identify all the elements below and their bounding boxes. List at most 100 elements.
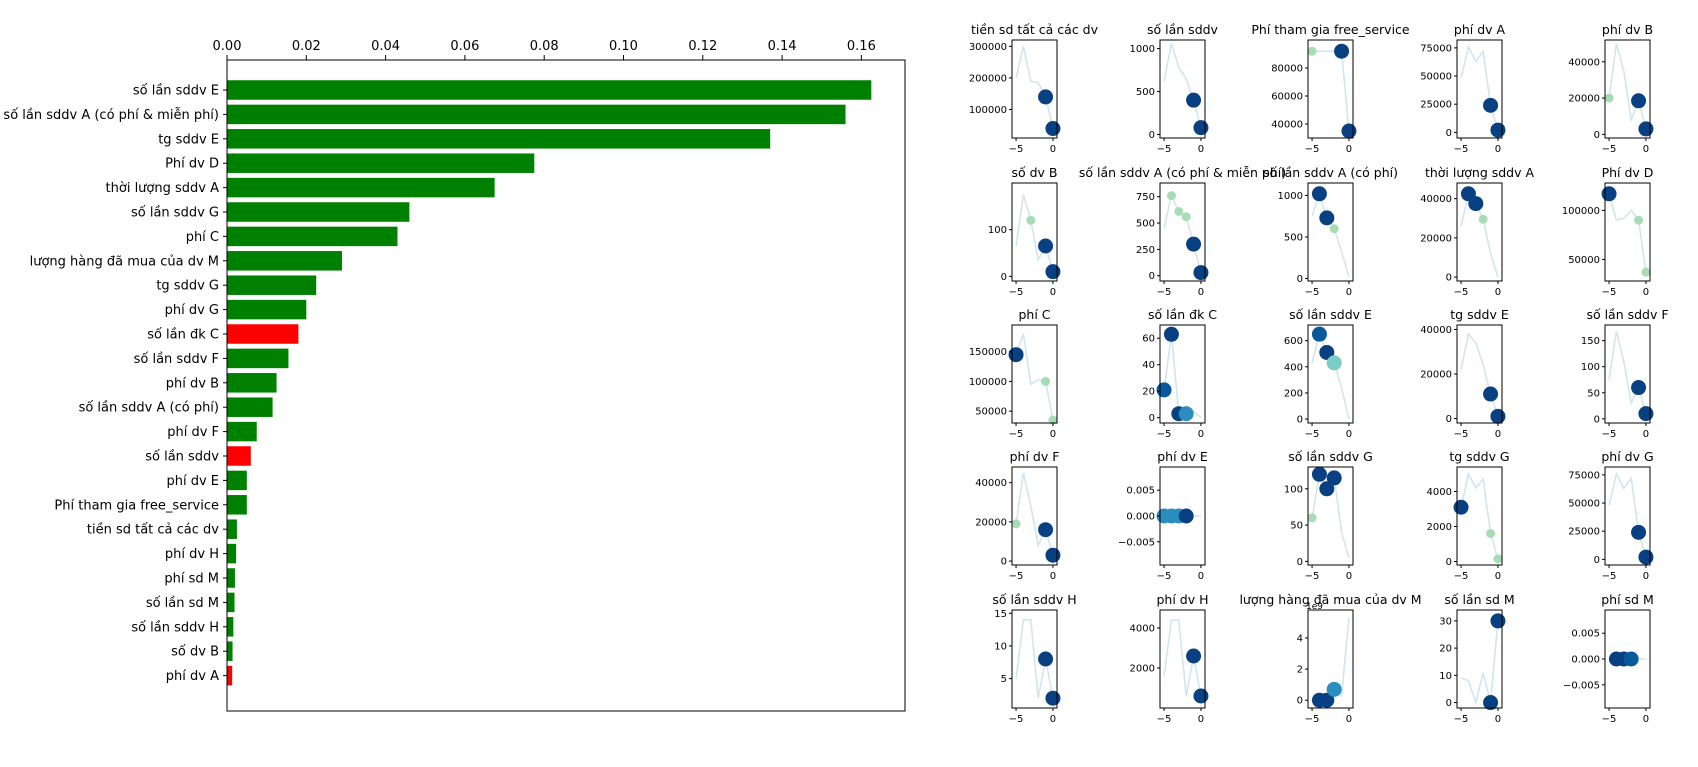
ytick-label: 0 xyxy=(1297,415,1303,426)
panel-11: phí C 50000 100000 150000 −5 0 xyxy=(969,307,1058,440)
ytick-label: 0 xyxy=(1446,128,1452,139)
bar-15 xyxy=(227,421,257,442)
panel-title: số lần sddv H xyxy=(992,592,1076,607)
ytick-label: 50000 xyxy=(1420,72,1452,83)
data-marker xyxy=(1026,215,1036,225)
ytick-label: 100 xyxy=(1284,484,1303,495)
data-marker xyxy=(1329,224,1339,234)
panel-frame xyxy=(1307,39,1354,139)
data-marker xyxy=(1307,513,1317,523)
ytick-label: 2000 xyxy=(1427,522,1452,533)
bar-24 xyxy=(227,641,233,661)
ytick-label: 60000 xyxy=(1271,92,1303,103)
trend-line xyxy=(1015,333,1054,421)
ytick-label: phí dv G xyxy=(165,303,219,318)
ytick-label: 0 xyxy=(1001,557,1007,568)
panel-title: số lần sddv A (có phí) xyxy=(1263,165,1398,180)
xtick-label: 0 xyxy=(1198,287,1204,298)
bar-3 xyxy=(227,129,771,149)
data-marker xyxy=(1174,206,1184,216)
xtick-label: 0 xyxy=(1198,144,1204,155)
panel-title: tiền sd tất cả các dv xyxy=(971,22,1099,37)
panel-title: số lần sddv G xyxy=(1288,449,1373,464)
ytick-label: 0 xyxy=(1594,414,1600,425)
panel-frame xyxy=(1159,39,1206,139)
panel-17: phí dv E −0.005 0.000 0.005 −5 0 xyxy=(1118,449,1208,582)
ytick-label: 75000 xyxy=(1420,43,1452,54)
data-marker xyxy=(1311,326,1327,342)
data-marker xyxy=(1178,406,1194,422)
panel-title: số lần đk C xyxy=(1148,307,1217,322)
ytick-label: số dv B xyxy=(171,645,219,660)
xtick-label: −5 xyxy=(1454,571,1469,582)
panel-title: số lần sddv E xyxy=(1289,307,1372,322)
ytick-label: 100000 xyxy=(969,105,1007,116)
ytick-label: 100000 xyxy=(1562,206,1600,217)
ytick-label: 0 xyxy=(1149,413,1155,424)
ytick-label: 30 xyxy=(1439,616,1452,627)
trend-line xyxy=(1460,471,1499,560)
panel-title: số lần sddv A (có phí & miễn phí) xyxy=(1079,165,1286,180)
xtick-label: −5 xyxy=(1157,714,1172,725)
ytick-label: 20000 xyxy=(975,517,1007,528)
panel-frame xyxy=(1307,182,1354,282)
bar-10 xyxy=(227,299,307,320)
data-marker xyxy=(1490,122,1506,138)
xtick-label: 0.10 xyxy=(609,39,638,54)
panel-title: số lần sd M xyxy=(1444,592,1514,607)
data-marker xyxy=(1490,613,1506,629)
panel-title: phí sd M xyxy=(1601,592,1654,607)
data-marker xyxy=(1638,406,1654,422)
ytick-label: 50 xyxy=(1587,388,1600,399)
trend-line xyxy=(1163,43,1202,128)
panel-frame xyxy=(1011,182,1058,282)
ytick-label: số lần sddv F xyxy=(134,352,219,367)
ytick-label: 250 xyxy=(1136,245,1155,256)
xtick-label: 0.08 xyxy=(530,39,559,54)
panel-title: phí dv H xyxy=(1156,592,1208,607)
xtick-label: −5 xyxy=(1602,429,1617,440)
trend-line xyxy=(1608,471,1647,558)
xtick-label: 0.04 xyxy=(371,39,400,54)
ytick-label: 10 xyxy=(1439,671,1452,682)
data-marker xyxy=(1493,554,1503,564)
panel-title: lượng hàng đã mua của dv M xyxy=(1239,592,1421,607)
ytick-label: 20000 xyxy=(1420,233,1452,244)
data-marker xyxy=(1038,238,1054,254)
xtick-label: −5 xyxy=(1157,287,1172,298)
trend-line xyxy=(1460,44,1499,131)
trend-line xyxy=(1460,620,1499,706)
ytick-label: 4 xyxy=(1297,634,1303,645)
xtick-label: 0.00 xyxy=(213,39,242,54)
importance-bar-chart: số lần sddv E số lần sddv A (có phí & miễ… xyxy=(3,39,906,712)
panel-25: phí sd M −0.005 0.000 0.005 −5 0 xyxy=(1563,592,1654,725)
ytick-label: số lần sd M xyxy=(146,596,219,611)
ytick-label: phí dv F xyxy=(167,425,219,440)
panel-title: phí dv G xyxy=(1601,449,1653,464)
ytick-label: 0.000 xyxy=(1126,512,1155,523)
bar-20 xyxy=(227,543,237,564)
ytick-label: 0 xyxy=(1594,130,1600,141)
panel-frame xyxy=(1456,609,1503,709)
bar-14 xyxy=(227,397,273,417)
ytick-label: 100000 xyxy=(969,377,1007,388)
bar-13 xyxy=(227,373,277,393)
ytick-label: số lần sddv A (có phí) xyxy=(79,401,219,416)
ytick-label: Phí tham gia free_service xyxy=(54,498,219,513)
data-marker xyxy=(1193,120,1209,136)
data-marker xyxy=(1638,549,1654,565)
ytick-label: phí sd M xyxy=(164,572,219,587)
bar-19 xyxy=(227,519,237,539)
panel-frame xyxy=(1159,324,1206,424)
ytick-label: 150000 xyxy=(969,347,1007,358)
ytick-label: 50000 xyxy=(975,407,1007,418)
panel-frame xyxy=(1456,466,1503,566)
ytick-label: 20000 xyxy=(1420,370,1452,381)
ytick-label: 0 xyxy=(1446,273,1452,284)
bar-6 xyxy=(227,202,410,222)
xtick-label: 0.02 xyxy=(292,39,321,54)
